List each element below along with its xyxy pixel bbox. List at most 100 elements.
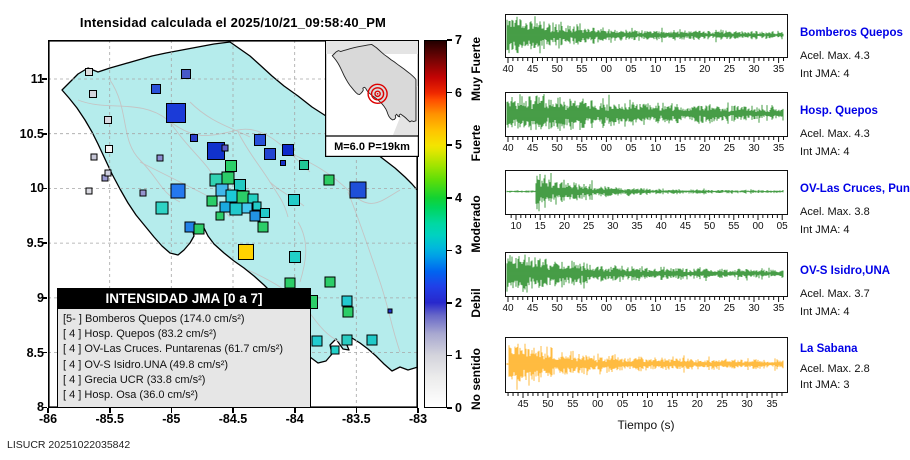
y-axis-tick-label: 8.5: [26, 345, 44, 360]
int-jma-value: Int JMA: 3: [800, 379, 850, 391]
time-tick-label: 00: [600, 64, 612, 75]
legend-title: INTENSIDAD JMA [0 a 7]: [58, 289, 310, 309]
time-tick-label: 30: [607, 221, 619, 232]
acel-max-value: Acel. Max. 4.3: [800, 50, 870, 62]
colorbar-category-label: Debil: [469, 288, 483, 318]
colorbar-tick-label: 6: [455, 85, 462, 100]
y-axis-tick-label: 9: [37, 290, 44, 305]
int-jma-value: Int JMA: 4: [800, 224, 850, 236]
intensity-square: [170, 183, 186, 199]
intensity-square: [252, 201, 262, 211]
time-tick-label: 40: [502, 64, 514, 75]
time-axis-ticks: [507, 393, 783, 398]
intensity-square: [257, 221, 269, 233]
colorbar-tick-label: 2: [455, 295, 462, 310]
x-axis-tick-mark: [232, 408, 234, 413]
intensity-square: [260, 208, 270, 218]
time-tick-label: 45: [527, 303, 539, 314]
waveform-path: [506, 94, 784, 131]
intensity-square: [229, 202, 243, 216]
time-tick-label: 30: [748, 303, 760, 314]
intensity-square: [190, 134, 198, 142]
intensity-square: [85, 187, 93, 195]
y-axis-tick-mark: [42, 351, 47, 354]
colorbar-tick-label: 0: [455, 401, 462, 415]
x-axis-tick-label: -83.5: [342, 412, 371, 426]
time-tick-label: 15: [674, 303, 686, 314]
colorbar-tick-mark: [447, 407, 452, 409]
station-name: La Sabana: [800, 343, 858, 355]
intensity-square: [234, 179, 246, 191]
seismogram-plot-4: [505, 252, 788, 297]
intensity-square: [181, 69, 191, 79]
intensity-square: [193, 223, 205, 235]
seismogram-plot-2: [505, 92, 788, 137]
road-network: [77, 79, 401, 353]
intensity-square: [225, 160, 237, 172]
time-axis-ticks: [507, 137, 785, 142]
time-tick-label: 35: [773, 64, 785, 75]
road-line: [297, 221, 307, 283]
time-tick-label: 00: [752, 221, 764, 232]
time-tick-label: 25: [723, 64, 735, 75]
time-tick-label: 35: [631, 221, 643, 232]
time-tick-label: 45: [679, 221, 691, 232]
waveform-path: [506, 343, 784, 390]
legend-row: [ 4 ] Hosp. Osa (36.0 cm/s²): [63, 389, 199, 402]
legend-row: [ 4 ] Grecia UCR (33.8 cm/s²): [63, 373, 206, 386]
station-name: OV-Las Cruces, Puntar: [800, 183, 910, 195]
inset-costa-rica-shape: [332, 44, 416, 121]
location-inset-map: [325, 40, 419, 157]
time-tick-label: 15: [534, 221, 546, 232]
colorbar-tick-mark: [447, 91, 452, 94]
time-tick-label: 55: [728, 221, 740, 232]
time-tick-label: 20: [699, 303, 711, 314]
colorbar-tick-mark: [447, 249, 452, 252]
time-tick-label: 10: [650, 303, 662, 314]
epicenter-icon: [367, 83, 388, 104]
seismogram-trace: [506, 94, 784, 131]
intensity-square: [156, 154, 164, 162]
time-tick-label: 15: [674, 143, 686, 154]
waveform-path: [506, 254, 784, 293]
road-line: [189, 101, 251, 138]
intensity-square: [206, 195, 218, 207]
colorbar-tick-mark: [447, 39, 452, 41]
time-axis-label: Tiempo (s): [617, 418, 675, 432]
x-axis-tick-mark: [170, 408, 173, 413]
time-tick-label: 55: [576, 64, 588, 75]
intensity-square: [349, 181, 367, 199]
colorbar-tick-label: 3: [455, 243, 462, 258]
intensity-square: [166, 103, 186, 123]
colorbar-tick-label: 1: [455, 348, 462, 363]
colorbar-tick-label: 7: [455, 33, 462, 47]
colorbar-tick-mark: [447, 197, 452, 199]
intensity-square: [139, 189, 147, 197]
road-line: [269, 181, 305, 207]
seismogram-trace: [506, 343, 784, 390]
time-tick-label: 25: [723, 143, 735, 154]
time-tick-label: 00: [600, 143, 612, 154]
time-tick-label: 50: [542, 399, 554, 410]
time-tick-label: 40: [655, 221, 667, 232]
time-tick-label: 10: [510, 221, 522, 232]
intensity-square: [219, 201, 231, 213]
seismogram-trace: [506, 173, 784, 212]
time-tick-label: 20: [558, 221, 570, 232]
y-axis-tick-mark: [42, 297, 47, 299]
colorbar-category-label: Muy Fuerte: [469, 36, 483, 101]
intensity-square: [85, 68, 93, 76]
seismogram-plot-1: [505, 14, 788, 58]
acel-max-value: Acel. Max. 4.3: [800, 128, 870, 140]
time-tick-label: 50: [704, 221, 716, 232]
time-tick-label: 00: [600, 303, 612, 314]
x-axis-tick-label: -84.5: [218, 412, 248, 426]
time-tick-label: 50: [551, 303, 563, 314]
legend-row: [ 4 ] OV-Las Cruces. Puntarenas (61.7 cm…: [63, 343, 284, 356]
time-tick-label: 20: [699, 143, 711, 154]
time-tick-label: 35: [773, 143, 785, 154]
y-axis-tick-mark: [42, 242, 47, 244]
intensity-square: [280, 160, 286, 166]
intensity-square: [215, 211, 225, 221]
